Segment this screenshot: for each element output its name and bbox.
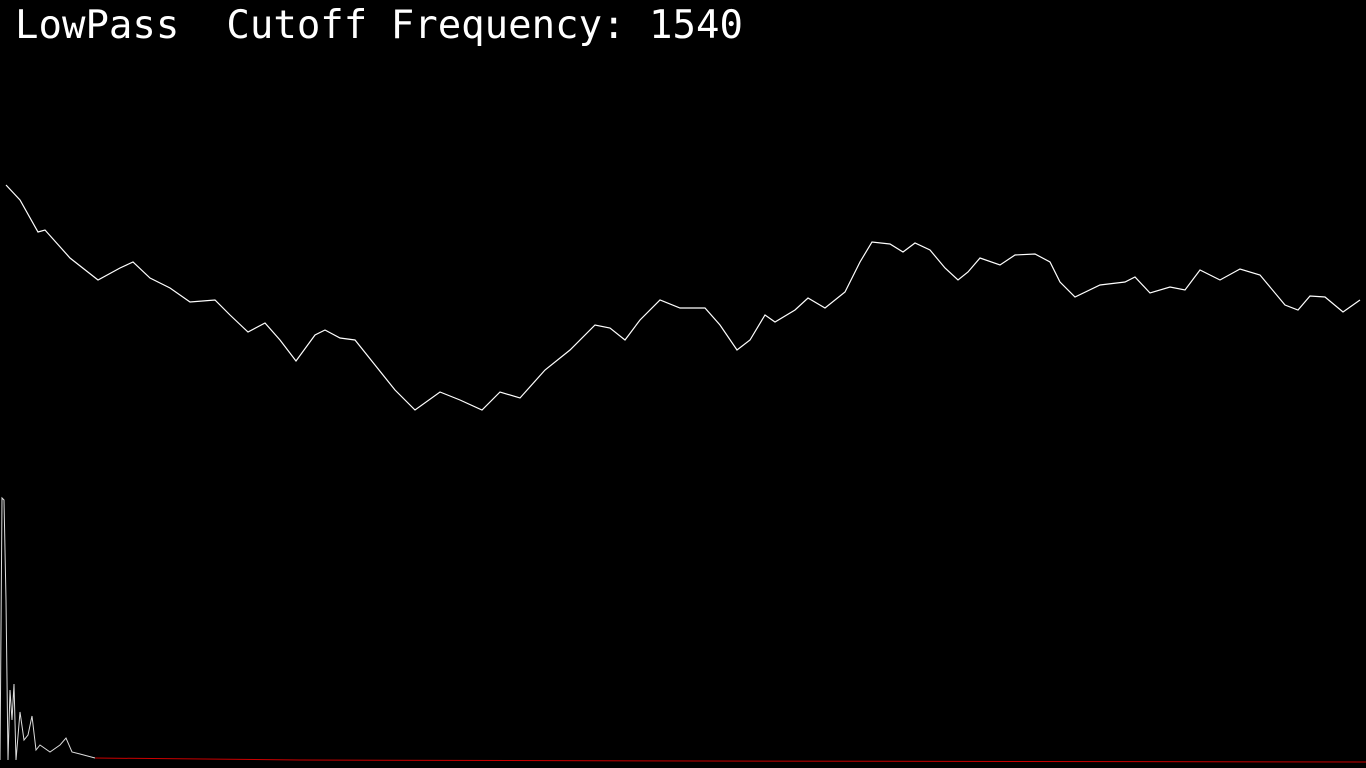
- spectrum-low: [0, 496, 96, 761]
- cutoff-label: Cutoff Frequency:: [226, 3, 626, 48]
- waveform: [5, 184, 1361, 411]
- cutoff-value: 1540: [649, 3, 743, 48]
- spectrum-high: [94, 757, 1366, 763]
- status-text: LowPass Cutoff Frequency: 1540: [15, 4, 743, 48]
- filter-type: LowPass: [15, 3, 180, 48]
